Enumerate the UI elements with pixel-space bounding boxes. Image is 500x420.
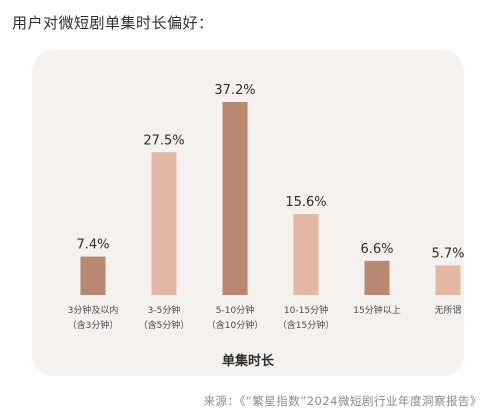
category-label-3: 10-15分钟 bbox=[284, 304, 328, 316]
category-sublabel-1: （含5分钟） bbox=[139, 319, 190, 331]
value-label-4: 6.6% bbox=[360, 242, 393, 257]
value-label-1: 27.5% bbox=[143, 133, 184, 148]
category-label-1: 3-5分钟 bbox=[148, 304, 181, 316]
bar-3 bbox=[293, 214, 319, 295]
page-title: 用户对微短剧单集时长偏好： bbox=[12, 14, 214, 32]
bar-1 bbox=[151, 152, 177, 295]
category-label-5: 无所谓 bbox=[434, 305, 461, 316]
bar-0 bbox=[80, 256, 106, 295]
value-label-0: 7.4% bbox=[76, 238, 109, 253]
source-note: 来源：《“繁星指数”2024微短剧行业年度洞察报告》 bbox=[203, 394, 482, 408]
category-label-0: 3分钟及以内 bbox=[68, 304, 119, 316]
x-axis-title: 单集时长 bbox=[222, 353, 275, 369]
value-label-2: 37.2% bbox=[214, 83, 255, 98]
category-label-2: 5-10分钟 bbox=[216, 304, 254, 316]
category-sublabel-2: （含10分钟） bbox=[207, 319, 263, 331]
bar-2 bbox=[222, 102, 248, 295]
bar-4 bbox=[364, 260, 390, 295]
bar-5 bbox=[435, 265, 461, 295]
chart-panel bbox=[32, 50, 464, 376]
category-sublabel-3: （含15分钟） bbox=[278, 319, 334, 331]
category-label-4: 15分钟以上 bbox=[353, 304, 400, 316]
value-label-3: 15.6% bbox=[285, 195, 326, 210]
category-sublabel-0: （含3分钟） bbox=[68, 319, 119, 331]
value-label-5: 5.7% bbox=[431, 246, 464, 261]
